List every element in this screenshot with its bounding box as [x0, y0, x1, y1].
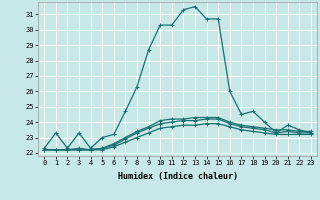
X-axis label: Humidex (Indice chaleur): Humidex (Indice chaleur) [118, 172, 238, 181]
